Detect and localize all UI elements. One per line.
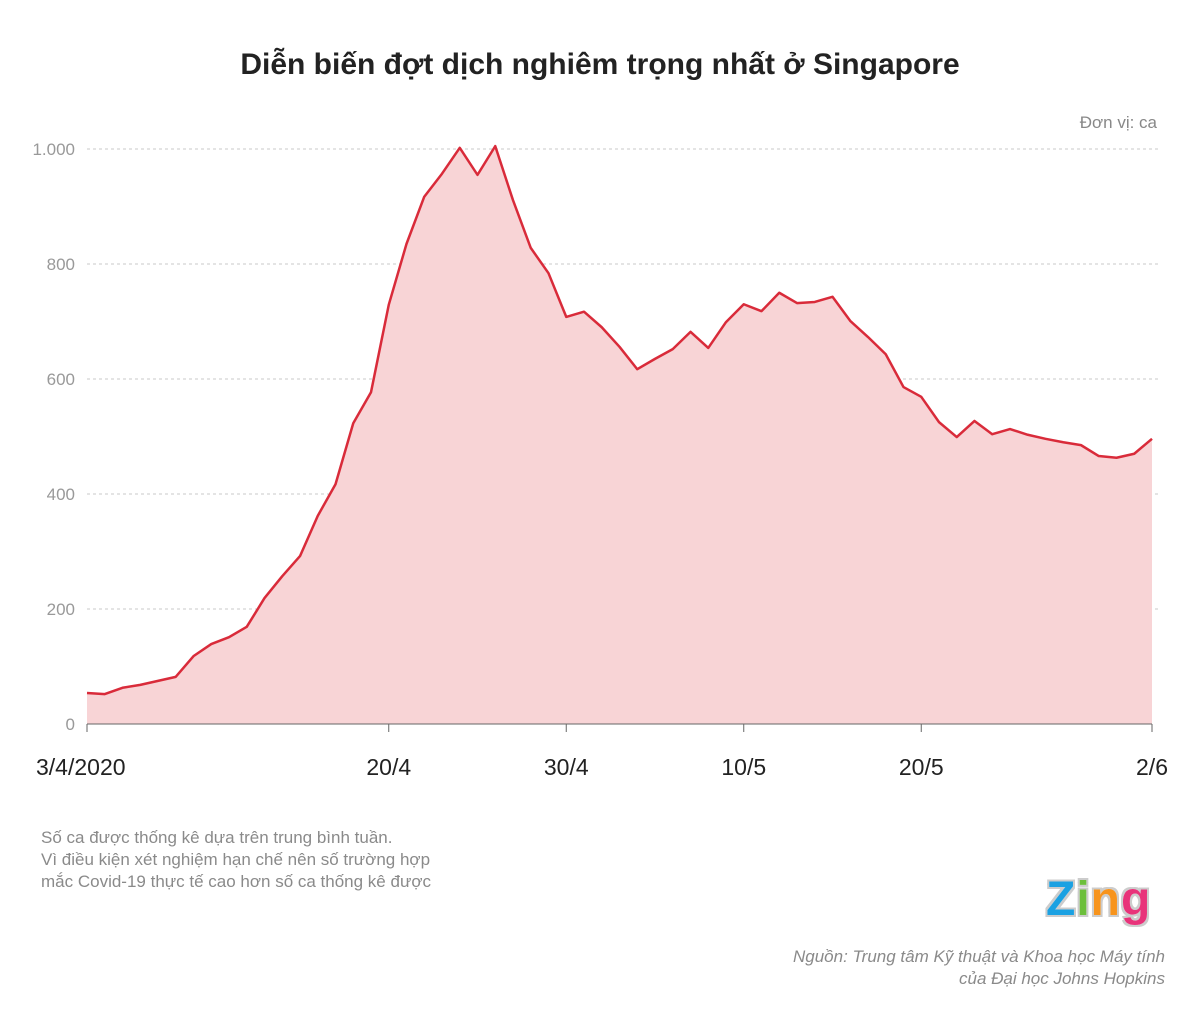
y-tick-label: 800 bbox=[47, 255, 75, 274]
x-tick-label: 30/4 bbox=[544, 754, 589, 780]
x-tick-label: 3/4/2020 bbox=[36, 754, 126, 780]
chart-title: Diễn biến đợt dịch nghiêm trọng nhất ở S… bbox=[240, 48, 960, 81]
source-line: Nguồn: Trung tâm Kỹ thuật và Khoa học Má… bbox=[793, 947, 1165, 966]
source-line: của Đại học Johns Hopkins bbox=[958, 969, 1165, 988]
logo-letter: n bbox=[1090, 873, 1121, 926]
x-tick-label: 2/6 bbox=[1136, 754, 1168, 780]
area-chart: 0 200 400 600 800 1.000 3/4/2020 20/4 30/4 10/5 20… bbox=[32, 140, 1168, 780]
logo-letter: i bbox=[1076, 873, 1091, 926]
y-tick-label: 0 bbox=[66, 715, 75, 734]
footnote-line: Vì điều kiện xét nghiệm hạn chế nên số t… bbox=[41, 850, 431, 869]
y-tick-label: 1.000 bbox=[32, 140, 75, 159]
area-fill bbox=[87, 146, 1152, 724]
logo-letter: g bbox=[1121, 873, 1152, 926]
zing-logo: Zing bbox=[1046, 872, 1151, 927]
y-tick-label: 600 bbox=[47, 370, 75, 389]
logo-letter: Z bbox=[1046, 873, 1077, 926]
footnote: Số ca được thống kê dựa trên trung bình … bbox=[41, 827, 431, 893]
y-tick-label: 400 bbox=[47, 485, 75, 504]
x-tick-label: 20/5 bbox=[899, 754, 944, 780]
y-tick-label: 200 bbox=[47, 600, 75, 619]
x-tick-label: 20/4 bbox=[366, 754, 411, 780]
unit-label: Đơn vị: ca bbox=[1079, 113, 1157, 132]
source: Nguồn: Trung tâm Kỹ thuật và Khoa học Má… bbox=[793, 946, 1165, 990]
x-tick-label: 10/5 bbox=[721, 754, 766, 780]
footnote-line: Số ca được thống kê dựa trên trung bình … bbox=[41, 828, 393, 847]
footnote-line: mắc Covid-19 thực tế cao hơn số ca thống… bbox=[41, 872, 431, 891]
